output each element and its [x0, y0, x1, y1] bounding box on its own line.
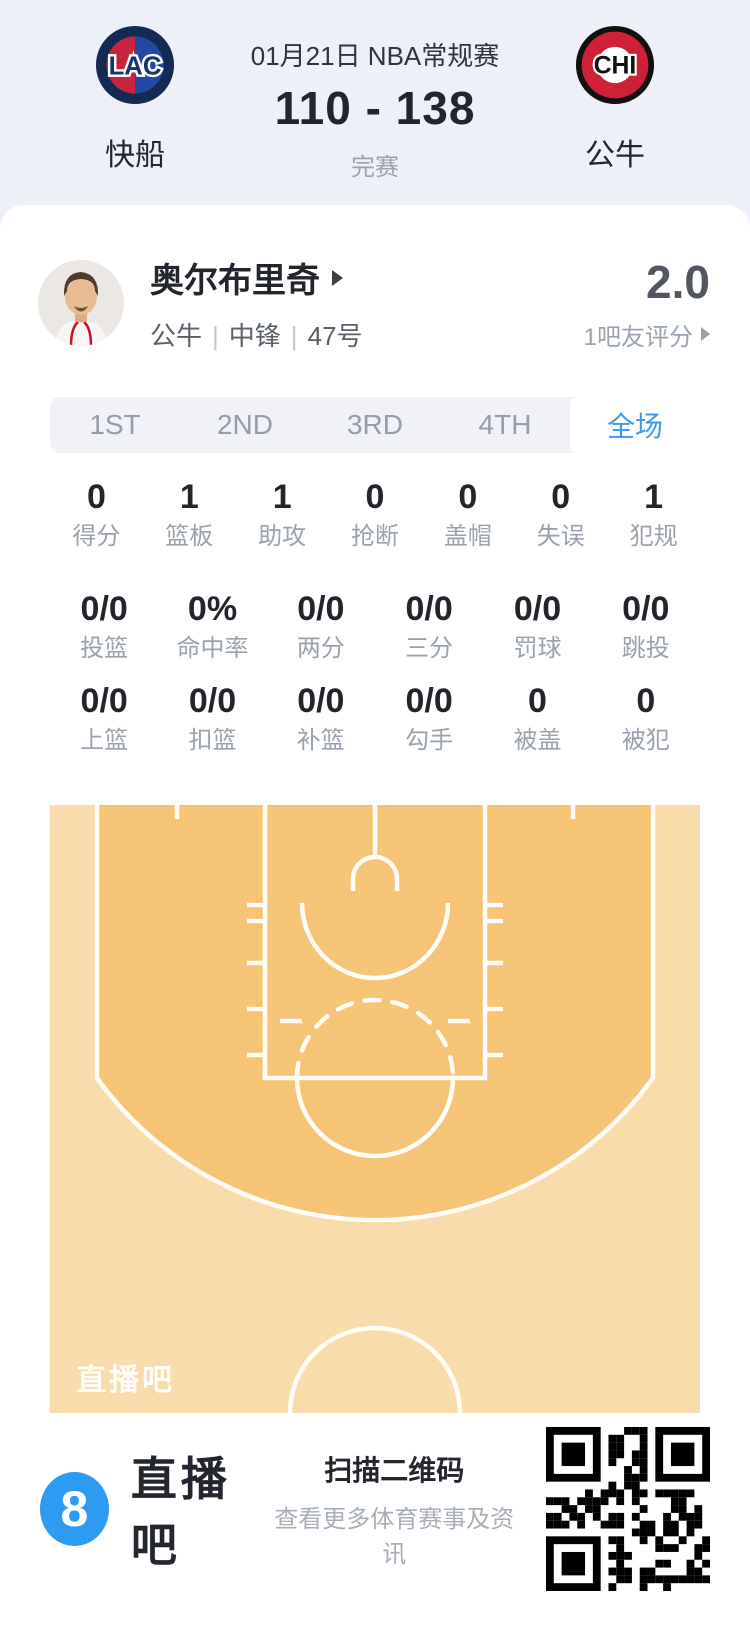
stat-tipin: 0/0 补篮: [296, 682, 345, 754]
team-right-name: 公牛: [585, 139, 645, 172]
qr-subtitle: 查看更多体育赛事及资讯: [274, 1506, 515, 1568]
stat-layup: 0/0 上篮: [80, 682, 129, 754]
stat-3pt: 0/0 三分: [405, 590, 454, 662]
tab-full-game[interactable]: 全场: [570, 397, 700, 453]
stat-fg-pct: 0% 命中率: [176, 590, 249, 662]
stat-dunk: 0/0 扣篮: [188, 682, 237, 754]
team-left-name: 快船: [105, 139, 165, 172]
divider: |: [290, 321, 298, 351]
brand-name: 直播吧: [130, 1453, 231, 1571]
player-team: 公牛: [150, 321, 203, 351]
match-score: 110 - 138: [274, 82, 476, 134]
chi-team-logo-icon: CHI: [575, 25, 655, 105]
svg-text:LAC: LAC: [109, 53, 162, 81]
stat-fg: 0/0 投篮: [80, 590, 129, 662]
rating-value: 2.0: [646, 255, 710, 308]
tab-1st[interactable]: 1ST: [89, 409, 141, 440]
stat-points: 0 得分: [72, 478, 121, 550]
quarter-tabs: 1ST 2ND 3RD 4TH 全场: [50, 397, 700, 453]
stat-turnovers: 0 失误: [536, 478, 585, 550]
stat-fouls: 1 犯规: [629, 478, 678, 550]
basketball-halfcourt-icon: [50, 805, 700, 1413]
match-center: 01月21日 NBA常规赛 110 - 138 完赛: [240, 0, 510, 205]
zhibo8-logo-icon: 8: [40, 1472, 109, 1546]
player-info: 公牛 | 中锋 | 47号: [150, 316, 362, 353]
player-row: 奥尔布里奇 公牛 | 中锋 | 47号 2.0 1吧友评分: [0, 205, 750, 353]
team-left: LAC 快船: [30, 0, 240, 205]
stats-grid: 0 得分 1 篮板 1 助攻 0 抢断 0 盖帽 0 失误 1 犯规 0/0 投篮 0% 命中率 …: [0, 477, 750, 757]
court-watermark: 直播吧: [76, 1364, 175, 1397]
player-number: 47号: [307, 321, 363, 351]
player-meta: 奥尔布里奇 公牛 | 中锋 | 47号: [150, 253, 362, 353]
stat-jumpshot: 0/0 跳投: [621, 590, 670, 662]
rating-caret-icon: [701, 327, 710, 341]
stat-steals: 0 抢断: [351, 478, 399, 550]
brand: 8 直播吧: [40, 1443, 271, 1575]
stat-assists: 1 助攻: [258, 478, 307, 550]
divider: |: [212, 321, 219, 351]
stat-row-3: 0/0 上篮 0/0 扣篮 0/0 补篮 0/0 勾手 0 被盖 0 被犯: [50, 681, 700, 757]
match-date: 01月21日 NBA常规赛: [250, 41, 500, 71]
player-avatar[interactable]: [38, 260, 124, 346]
rating-link[interactable]: 1吧友评分: [584, 317, 710, 352]
tab-2nd[interactable]: 2ND: [216, 409, 273, 440]
qr-title: 扫描二维码: [324, 1455, 465, 1486]
team-right: CHI 公牛: [510, 0, 720, 205]
player-name-row[interactable]: 奥尔布里奇: [150, 253, 362, 302]
stat-rebounds: 1 篮板: [165, 478, 214, 550]
stat-row-1: 0 得分 1 篮板 1 助攻 0 抢断 0 盖帽 0 失误 1 犯规: [50, 477, 700, 553]
lac-team-logo-icon: LAC: [95, 25, 175, 105]
match-status: 完赛: [351, 154, 399, 181]
svg-text:CHI: CHI: [594, 53, 637, 80]
player-stats-card: 奥尔布里奇 公牛 | 中锋 | 47号 2.0 1吧友评分 1ST 2ND 3RD 4T…: [0, 205, 750, 1629]
qr-code-icon: [546, 1427, 710, 1591]
app-footer: 8 直播吧 扫描二维码 查看更多体育赛事及资讯: [0, 1413, 750, 1591]
shot-chart-court: 直播吧: [50, 805, 700, 1413]
rating-label-text: 1吧友评分: [583, 323, 693, 351]
tab-3rd[interactable]: 3RD: [346, 409, 403, 440]
rating-box: 2.0 1吧友评分: [584, 255, 710, 352]
stat-fouled: 0 被犯: [621, 682, 670, 754]
player-photo-icon: [38, 260, 124, 346]
stat-blocks: 0 盖帽: [443, 478, 492, 550]
player-position: 中锋: [228, 321, 281, 351]
qr-caption: 扫描二维码 查看更多体育赛事及资讯: [271, 1449, 518, 1569]
player-name: 奥尔布里奇: [150, 262, 320, 300]
stat-2pt: 0/0 两分: [296, 590, 345, 662]
match-header: LAC 快船 01月21日 NBA常规赛 110 - 138 完赛 CHI 公牛: [0, 0, 750, 205]
stat-hook: 0/0 勾手: [405, 682, 454, 754]
tab-4th[interactable]: 4TH: [478, 409, 532, 440]
stat-ft: 0/0 罚球: [513, 590, 562, 662]
expand-caret-icon: [332, 269, 343, 286]
stat-row-2: 0/0 投篮 0% 命中率 0/0 两分 0/0 三分 0/0 罚球 0/0 跳投: [50, 589, 700, 665]
stat-blocked: 0 被盖: [513, 682, 562, 754]
